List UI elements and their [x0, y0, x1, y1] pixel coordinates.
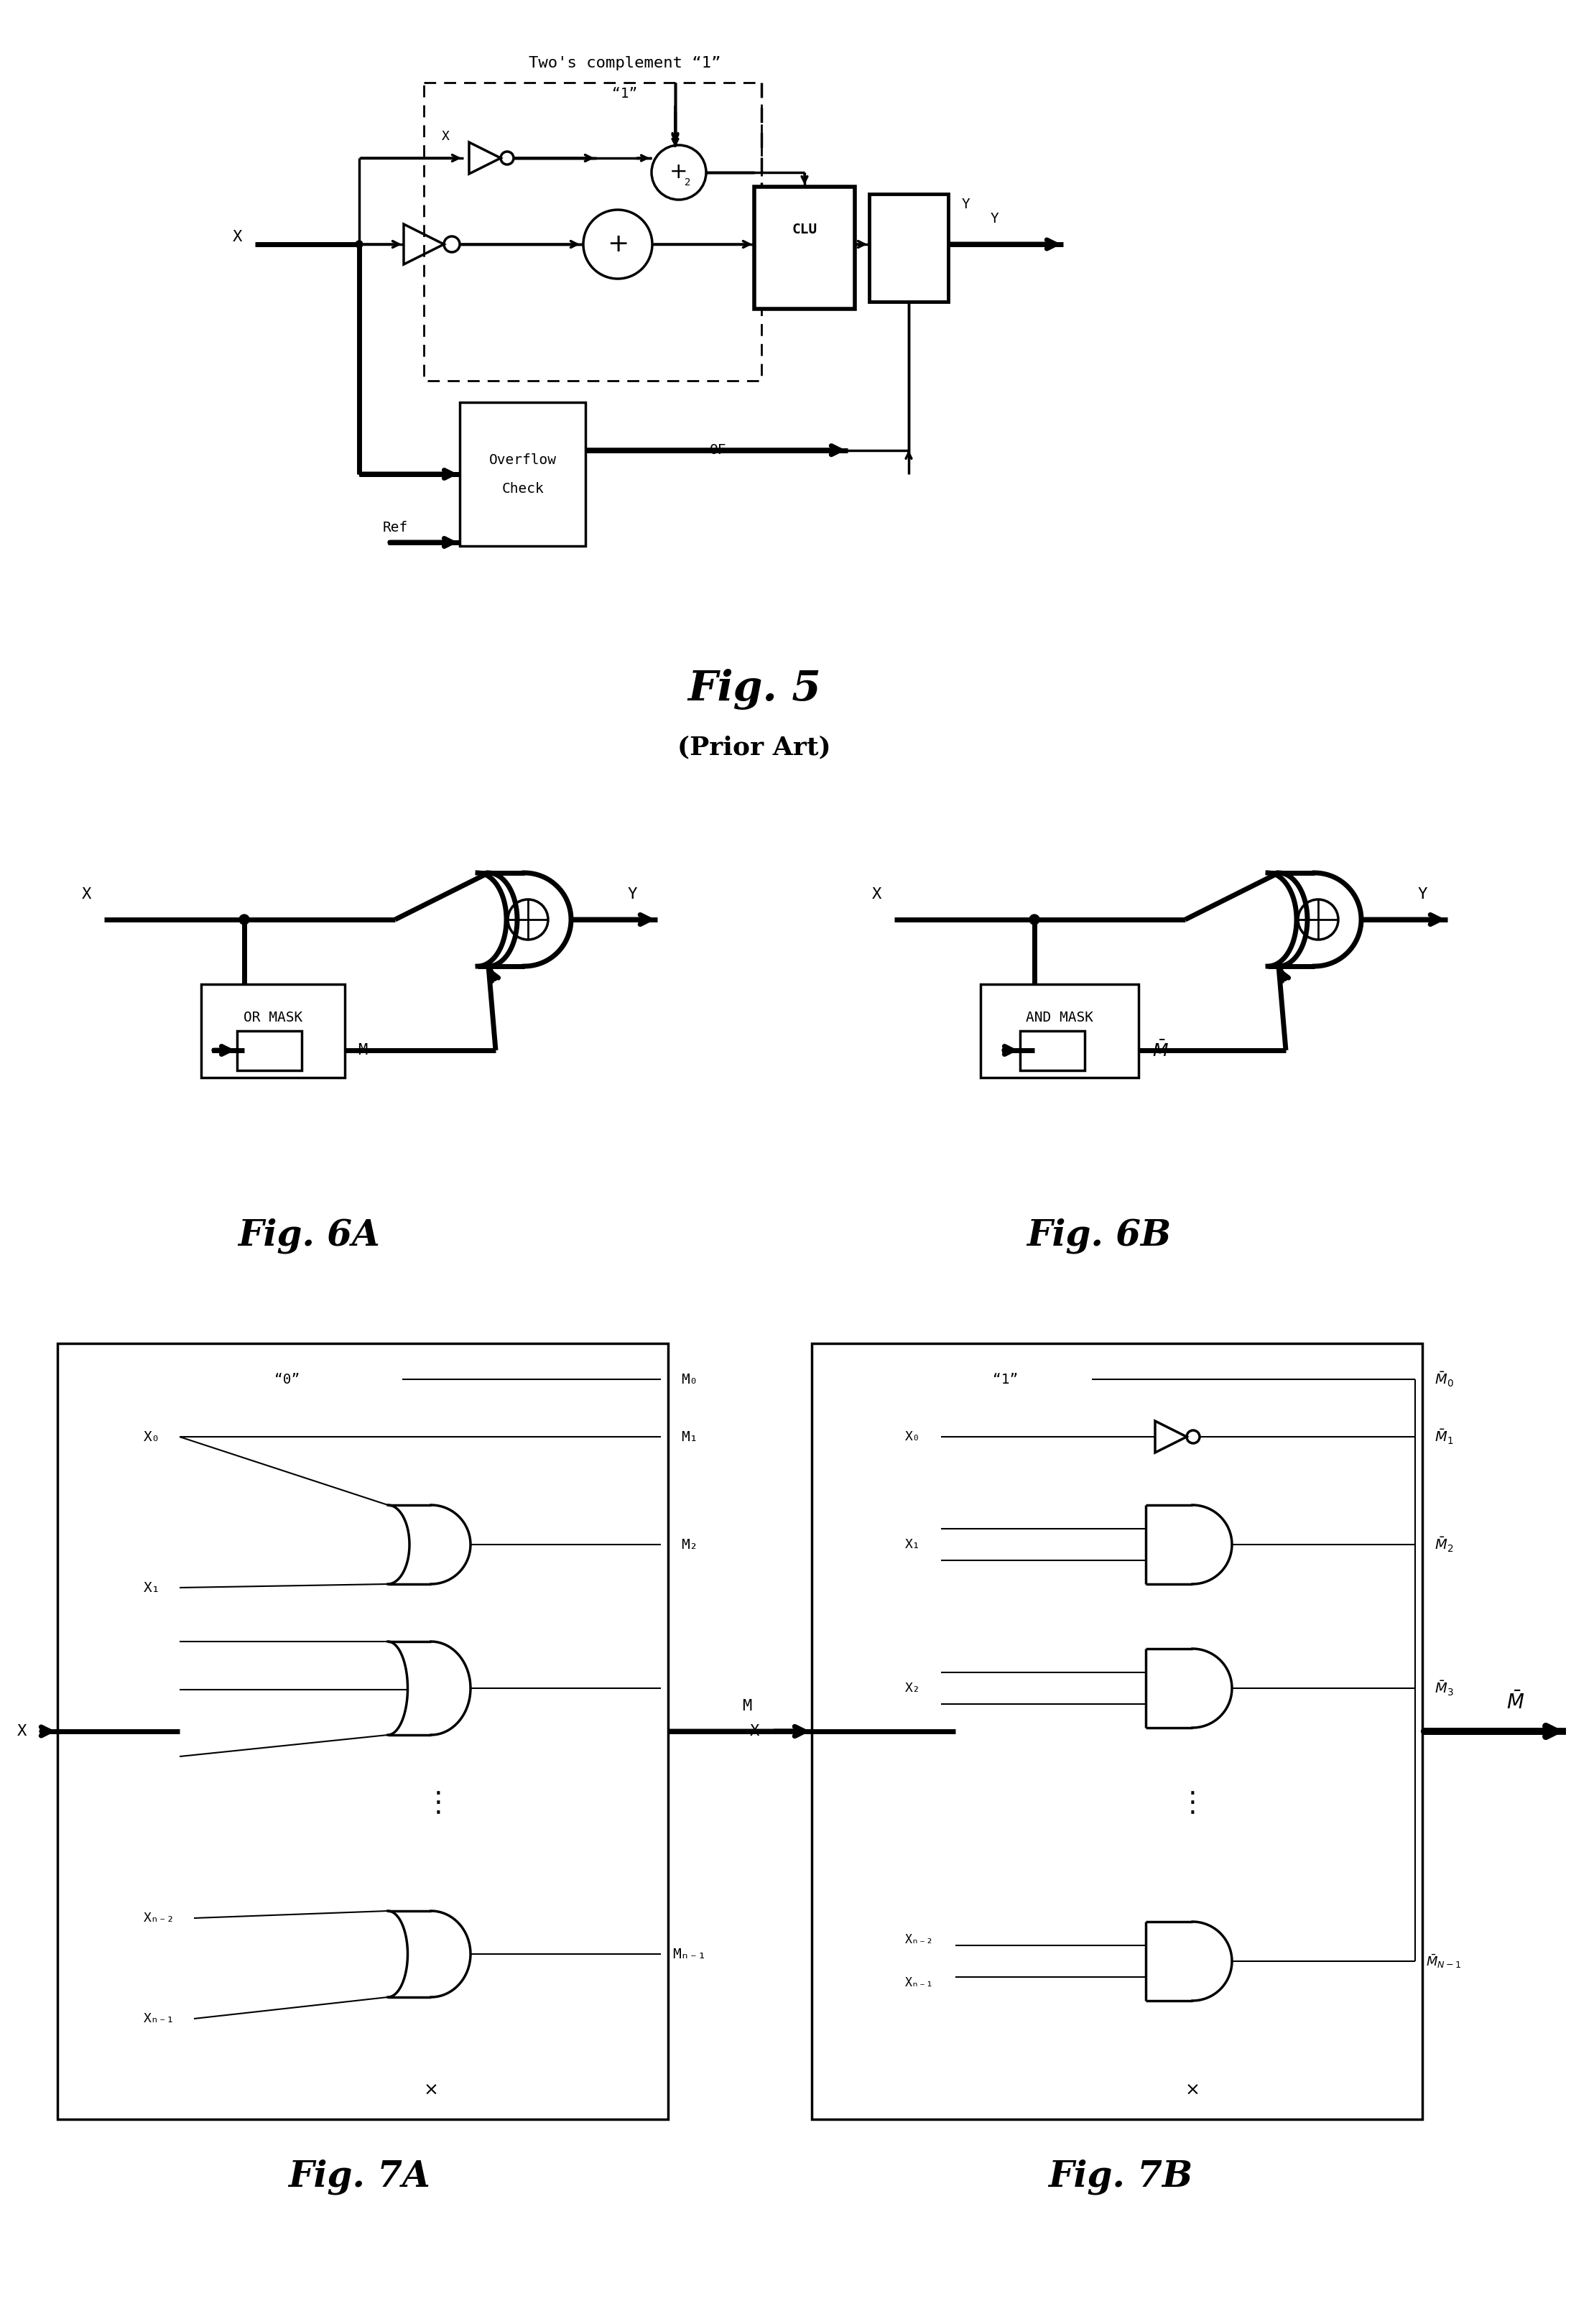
Circle shape — [445, 237, 460, 253]
Text: Check: Check — [501, 481, 544, 495]
Text: +: + — [606, 232, 628, 256]
Text: X₀: X₀ — [143, 1429, 160, 1443]
Text: 2: 2 — [685, 177, 691, 188]
Text: M₂: M₂ — [682, 1538, 698, 1552]
Text: $\bar{M}_1$: $\bar{M}_1$ — [1434, 1427, 1453, 1446]
Circle shape — [501, 151, 514, 165]
Text: X: X — [17, 1724, 27, 1738]
Circle shape — [1186, 1429, 1200, 1443]
Text: OR MASK: OR MASK — [244, 1011, 303, 1025]
Text: “1”: “1” — [613, 86, 638, 100]
Bar — [424, 84, 762, 381]
Text: AND MASK: AND MASK — [1026, 1011, 1093, 1025]
Text: Y: Y — [627, 888, 636, 902]
Text: “0”: “0” — [275, 1373, 300, 1385]
Text: Y: Y — [961, 198, 971, 211]
Text: M₀: M₀ — [682, 1373, 698, 1385]
Bar — [812, 1343, 1422, 2119]
Text: $\bar{M}$: $\bar{M}$ — [1152, 1041, 1169, 1060]
Text: Xₙ₋₁: Xₙ₋₁ — [905, 1975, 933, 1989]
Circle shape — [239, 916, 250, 925]
Text: X: X — [82, 888, 91, 902]
Bar — [237, 1032, 302, 1071]
Text: X₁: X₁ — [143, 1580, 160, 1594]
Text: Y: Y — [1417, 888, 1426, 902]
Text: Overflow: Overflow — [489, 453, 556, 467]
Text: Xₙ₋₁: Xₙ₋₁ — [143, 2013, 174, 2024]
Text: ⋮: ⋮ — [424, 1789, 452, 1817]
Text: Xₙ₋₂: Xₙ₋₂ — [905, 1934, 933, 1945]
Text: (Prior Art): (Prior Art) — [677, 734, 831, 760]
Circle shape — [1298, 899, 1338, 939]
Text: “1”: “1” — [993, 1373, 1018, 1385]
Bar — [754, 186, 855, 309]
Bar — [115, 1889, 611, 2047]
Text: $\bar{M}_{N-1}$: $\bar{M}_{N-1}$ — [1426, 1952, 1461, 1971]
Text: Mₙ₋₁: Mₙ₋₁ — [672, 1948, 707, 1961]
Text: Fig. 6B: Fig. 6B — [1027, 1218, 1172, 1253]
Text: OF: OF — [710, 444, 727, 458]
Circle shape — [1029, 916, 1040, 925]
Bar — [980, 983, 1139, 1078]
Text: M: M — [358, 1043, 368, 1057]
Text: X: X — [749, 1724, 759, 1738]
Text: X₂: X₂ — [905, 1683, 921, 1694]
Text: Ref: Ref — [382, 521, 408, 535]
Text: $\bar{M}_3$: $\bar{M}_3$ — [1434, 1680, 1453, 1697]
Text: Fig. 6A: Fig. 6A — [237, 1218, 380, 1253]
Text: M₁: M₁ — [682, 1429, 698, 1443]
Text: ⋮: ⋮ — [1178, 1789, 1207, 1817]
Bar — [58, 1343, 668, 2119]
Text: Two's complement “1”: Two's complement “1” — [529, 56, 721, 70]
Text: Xₙ₋₂: Xₙ₋₂ — [143, 1913, 174, 1924]
Text: Fig. 5: Fig. 5 — [688, 669, 822, 711]
Text: $\bar{M}_2$: $\bar{M}_2$ — [1434, 1536, 1453, 1555]
Circle shape — [507, 899, 548, 939]
Text: Fig. 7A: Fig. 7A — [287, 2159, 430, 2194]
Text: Y: Y — [991, 211, 999, 225]
Text: M: M — [742, 1699, 753, 1713]
Bar — [1020, 1032, 1084, 1071]
Circle shape — [355, 242, 363, 249]
Bar — [869, 1889, 1365, 2047]
Text: X: X — [233, 230, 242, 244]
Text: ×: × — [424, 2082, 438, 2099]
Text: X₁: X₁ — [905, 1538, 921, 1550]
Bar — [460, 402, 586, 546]
Text: +: + — [669, 163, 688, 184]
Text: ×: × — [1185, 2082, 1200, 2099]
Text: X₀: X₀ — [905, 1429, 921, 1443]
Text: CLU: CLU — [792, 223, 817, 237]
Text: X: X — [872, 888, 881, 902]
Circle shape — [583, 209, 652, 279]
Bar — [869, 193, 949, 302]
Text: Fig. 7B: Fig. 7B — [1048, 2159, 1192, 2194]
Bar — [201, 983, 344, 1078]
Text: $\bar{M}_0$: $\bar{M}_0$ — [1434, 1371, 1453, 1387]
Circle shape — [652, 144, 705, 200]
Text: $\bar{M}$: $\bar{M}$ — [1507, 1692, 1525, 1713]
Text: X: X — [441, 130, 449, 144]
